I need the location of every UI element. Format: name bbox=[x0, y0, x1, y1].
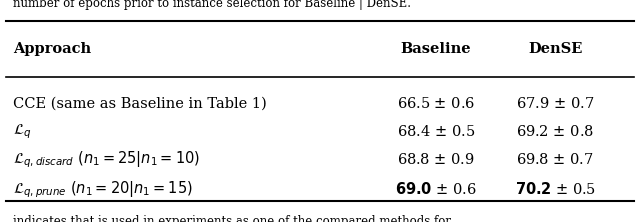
Text: 67.9 $\pm$ 0.7: 67.9 $\pm$ 0.7 bbox=[516, 96, 595, 111]
Text: 69.2 $\pm$ 0.8: 69.2 $\pm$ 0.8 bbox=[516, 124, 594, 139]
Text: DenSE: DenSE bbox=[528, 42, 582, 56]
Text: CCE (same as Baseline in Table 1): CCE (same as Baseline in Table 1) bbox=[13, 97, 266, 111]
Text: $\mathbf{70.2}$ $\pm$ 0.5: $\mathbf{70.2}$ $\pm$ 0.5 bbox=[515, 181, 596, 197]
Text: indicates that is used in experiments as one of the compared methods for: indicates that is used in experiments as… bbox=[13, 215, 451, 222]
Text: $\mathcal{L}_q$: $\mathcal{L}_q$ bbox=[13, 122, 31, 141]
Text: 68.8 $\pm$ 0.9: 68.8 $\pm$ 0.9 bbox=[397, 152, 475, 167]
Text: $\mathcal{L}_{q,prune}$ $(n_1 = 20|n_1 = 15)$: $\mathcal{L}_{q,prune}$ $(n_1 = 20|n_1 =… bbox=[13, 179, 193, 200]
Text: 66.5 $\pm$ 0.6: 66.5 $\pm$ 0.6 bbox=[397, 96, 475, 111]
Text: Baseline: Baseline bbox=[401, 42, 471, 56]
Text: $\mathbf{69.0}$ $\pm$ 0.6: $\mathbf{69.0}$ $\pm$ 0.6 bbox=[395, 181, 477, 197]
Text: 68.4 $\pm$ 0.5: 68.4 $\pm$ 0.5 bbox=[397, 124, 475, 139]
Text: number of epochs prior to instance selection for Baseline | DenSE.: number of epochs prior to instance selec… bbox=[13, 0, 411, 10]
Text: 69.8 $\pm$ 0.7: 69.8 $\pm$ 0.7 bbox=[516, 152, 594, 167]
Text: $\mathcal{L}_{q,discard}$ $(n_1 = 25|n_1 = 10)$: $\mathcal{L}_{q,discard}$ $(n_1 = 25|n_1… bbox=[13, 149, 200, 170]
Text: Approach: Approach bbox=[13, 42, 91, 56]
